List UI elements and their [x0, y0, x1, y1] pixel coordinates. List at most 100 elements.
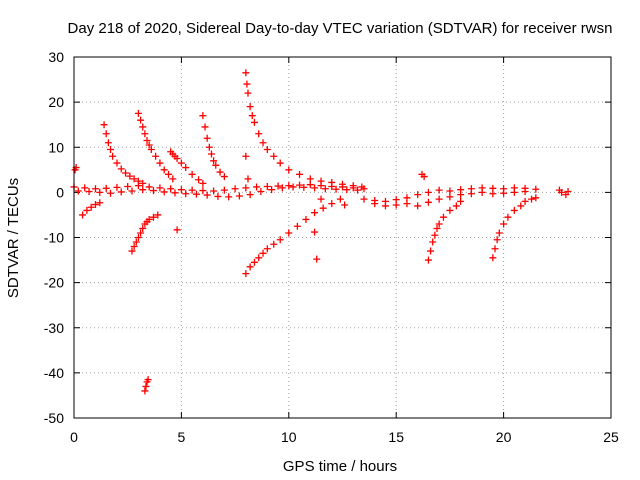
axis-ticks: 0 5 10 15 20 25 30 20 10 0 -10 -20 -30 -40 -50 [44, 49, 619, 445]
data-point-baseline-4 [446, 193, 454, 201]
data-point-arc-5 [259, 139, 267, 147]
data-point-baseline-2 [268, 186, 276, 194]
data-point-outliers [341, 201, 349, 209]
data-point-baseline-2 [192, 190, 200, 198]
data-point-arc-1 [130, 175, 138, 183]
data-point-baseline-1 [124, 183, 132, 191]
data-point-arc-4 [205, 143, 213, 151]
data-point-descending-4 [446, 206, 454, 214]
data-point-baseline-2 [214, 192, 222, 200]
data-point-descending-3 [319, 204, 327, 212]
data-point-baseline-1 [242, 184, 250, 192]
x-tick-label: 10 [281, 429, 297, 445]
x-tick-label: 25 [603, 429, 619, 445]
data-point-baseline-4 [435, 195, 443, 203]
data-point-descending-5 [528, 195, 536, 203]
data-point-arc-4 [220, 173, 228, 181]
data-point-outliers [558, 188, 566, 196]
data-point-descending-4 [452, 202, 460, 210]
data-point-outliers [564, 187, 572, 195]
data-point-baseline-2 [343, 186, 351, 194]
data-point-descending-5 [504, 213, 512, 221]
data-point-outliers [311, 228, 319, 236]
y-tick-label: -50 [44, 410, 64, 426]
data-point-descending-3 [259, 249, 267, 257]
data-point-descending-2 [145, 215, 153, 223]
x-tick-label: 0 [70, 429, 78, 445]
data-point-descending-4 [424, 256, 432, 264]
data-point-arc-2 [143, 136, 151, 144]
data-point-descending-5 [491, 245, 499, 253]
data-point-arc-5 [248, 112, 256, 120]
data-point-baseline-4 [414, 202, 422, 210]
data-point-arc-1 [107, 146, 115, 154]
data-point-arc-2 [134, 109, 142, 117]
data-point-arc-4 [210, 157, 218, 165]
data-point-descending-1 [79, 211, 87, 219]
data-point-baseline-3 [403, 194, 411, 202]
data-point-arc-5 [296, 170, 304, 178]
data-point-arc-5 [306, 175, 314, 183]
data-point-arc-4 [203, 134, 211, 142]
data-point-arc-5 [246, 103, 254, 111]
data-point-baseline-4 [489, 190, 497, 198]
data-point-descending-3 [285, 229, 293, 237]
data-point-descending-3 [336, 195, 344, 203]
data-point-baseline-2 [149, 187, 157, 195]
data-point-descending-5 [493, 236, 501, 244]
data-point-arc-1 [102, 130, 110, 138]
data-point-descending-3 [242, 270, 250, 278]
data-point-baseline-2 [74, 187, 82, 195]
data-point-descending-5 [521, 197, 529, 205]
data-point-arc-3 [182, 164, 190, 172]
data-point-arc-1 [134, 177, 142, 185]
data-point-descending-3 [293, 222, 301, 230]
data-point-arc-2 [147, 146, 155, 154]
data-point-arc-1 [139, 179, 147, 187]
data-point-baseline-2 [107, 189, 115, 197]
data-point-baseline-2 [160, 188, 168, 196]
data-point-baseline-1 [145, 183, 153, 191]
x-axis-label: GPS time / hours [283, 458, 397, 475]
data-point-arc-4 [201, 123, 209, 131]
data-point-arc-1 [117, 165, 125, 173]
data-point-descending-5 [489, 254, 497, 262]
data-point-outliers [144, 376, 152, 384]
data-point-baseline-4 [467, 190, 475, 198]
data-point-descending-5 [510, 206, 518, 214]
data-point-arc-2 [156, 159, 164, 167]
data-point-baseline-2 [117, 188, 125, 196]
data-point-descending-3 [250, 258, 258, 266]
data-point-descending-3 [263, 245, 271, 253]
data-point-arc-3 [173, 155, 181, 163]
data-point-baseline-2 [332, 185, 340, 193]
data-point-baseline-2 [278, 184, 286, 192]
data-point-arc-2 [160, 166, 168, 174]
data-point-arc-2 [165, 170, 173, 178]
data-point-arc-1 [109, 152, 117, 160]
data-point-descending-1 [91, 201, 99, 209]
data-point-descending-4 [435, 220, 443, 228]
data-point-baseline-2 [235, 192, 243, 200]
data-point-outliers [313, 255, 321, 263]
data-point-baseline-2 [225, 193, 233, 201]
data-point-arc-5 [250, 118, 258, 126]
data-point-baseline-2 [300, 183, 308, 191]
data-point-baseline-2 [289, 183, 297, 191]
data-point-baseline-1 [306, 181, 314, 189]
data-point-arc-5 [285, 166, 293, 174]
data-point-baseline-2 [85, 187, 93, 195]
data-point-arc-5 [349, 182, 357, 190]
data-point-baseline-1 [220, 186, 228, 194]
data-point-baseline-4 [510, 188, 518, 196]
data-point-descending-2 [137, 229, 145, 237]
data-point-baseline-1 [199, 187, 207, 195]
data-point-descending-4 [433, 224, 441, 232]
data-point-descending-5 [495, 229, 503, 237]
data-point-arc-2 [145, 141, 153, 149]
data-point-baseline-1 [81, 184, 89, 192]
data-point-descending-4 [427, 247, 435, 255]
plot-frame [73, 56, 612, 419]
data-point-outliers [71, 166, 79, 174]
data-point-baseline-1 [102, 184, 110, 192]
